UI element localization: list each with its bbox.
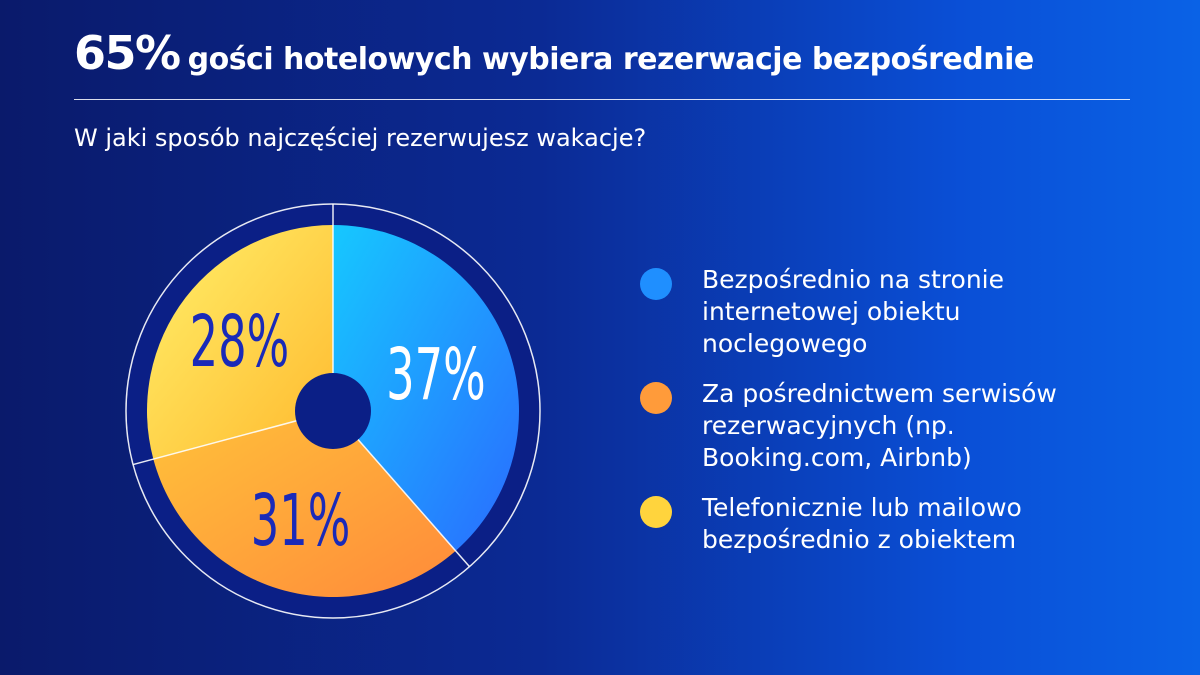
pie-slice-yellow <box>147 225 333 460</box>
title-rest: gości hotelowych wybiera rezerwacje bezp… <box>187 42 1035 77</box>
legend-item-direct-website: Bezpośrednio na stronie internetowej obi… <box>640 264 1120 360</box>
page-title: 65% gości hotelowych wybiera rezerwacje b… <box>74 26 1034 80</box>
title-highlight: 65% <box>74 26 181 80</box>
legend: Bezpośrednio na stronie internetowej obi… <box>640 264 1120 574</box>
survey-question: W jaki sposób najczęściej rezerwujesz wa… <box>74 124 647 152</box>
legend-dot-blue <box>640 268 672 300</box>
legend-label: Za pośrednictwem serwisów rezerwacyjnych… <box>702 379 1057 472</box>
legend-label: Bezpośrednio na stronie internetowej obi… <box>702 265 1004 358</box>
pie-center-hole <box>295 373 371 449</box>
pie-label-orange: 31% <box>251 480 351 563</box>
legend-label: Telefonicznie lub mailowo bezpośrednio z… <box>702 493 1022 554</box>
pie-slice-orange <box>153 411 456 597</box>
legend-item-booking-services: Za pośrednictwem serwisów rezerwacyjnych… <box>640 378 1120 474</box>
pie-label-yellow: 28% <box>190 301 290 384</box>
legend-dot-yellow <box>640 496 672 528</box>
legend-dot-orange <box>640 382 672 414</box>
legend-item-phone-email: Telefonicznie lub mailowo bezpośrednio z… <box>640 492 1120 556</box>
pie-label-blue: 37% <box>386 334 486 417</box>
title-divider <box>74 99 1130 100</box>
pie-slice-blue <box>333 225 520 551</box>
